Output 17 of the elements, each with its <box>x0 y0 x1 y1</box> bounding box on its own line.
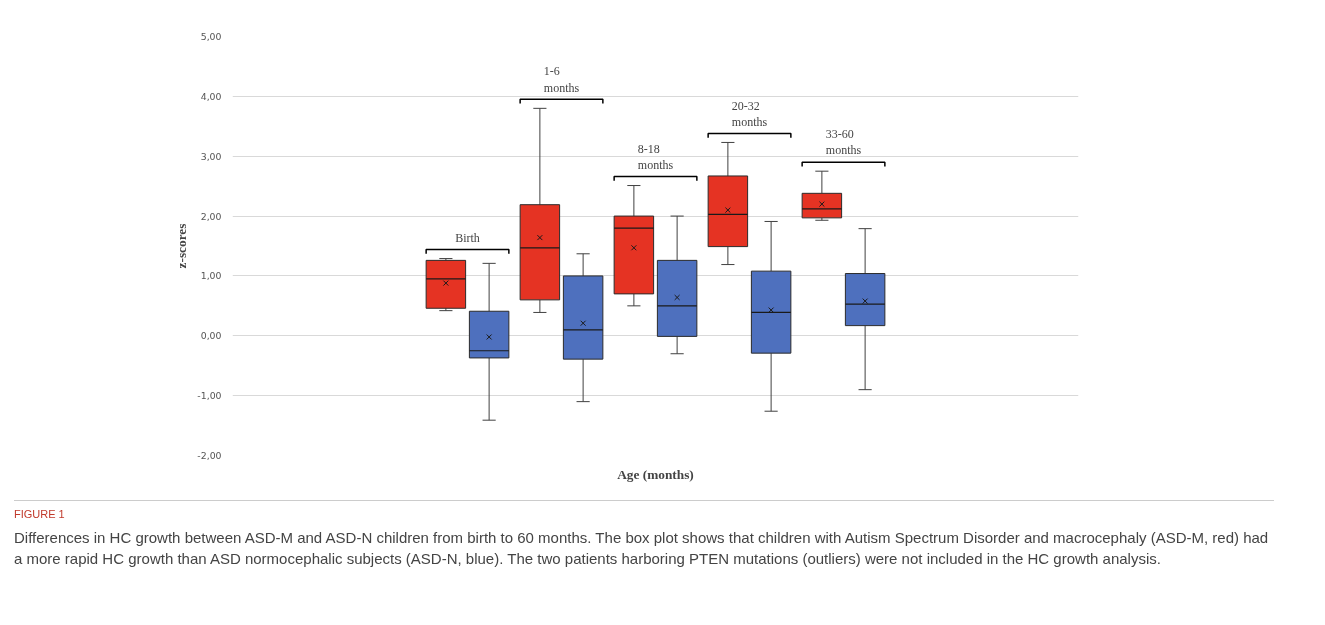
y-tick-label: 4,00 <box>200 90 222 102</box>
annotation: 8-18 months <box>637 141 674 172</box>
y-tick-label: 2,00 <box>200 210 222 222</box>
y-tick-label: -2,00 <box>197 450 222 461</box>
y-tick-label: 0,00 <box>200 330 222 342</box>
y-axis-title: z-scores <box>174 223 190 269</box>
caption: FIGURE 1 <box>14 507 66 522</box>
y-tick-label: -1,00 <box>197 390 222 402</box>
text: Differences in HC growth between ASD-M and ASD-N children from birth to 60 months. The box plot shows that children with Autism Spectrum Disorder and macrocephaly (ASD-M, red) had a more rapid HC growth than ASD normocephalic subjects (ASD-N, blue). The two patients harboring PTEN mutations (outliers) were not included in the HC growth analysis. <box>14 527 1270 570</box>
y-tick-label: 1,00 <box>200 270 222 282</box>
annotation: 20-32 months <box>731 98 768 129</box>
annotation: Birth <box>455 230 480 245</box>
y-tick-label: 3,00 <box>200 150 222 162</box>
y-tick-label: 5,00 <box>200 31 222 42</box>
annotation: 1-6 months <box>543 64 580 95</box>
annotation: 33-60 months <box>825 127 862 158</box>
x-axis-title: Age (months) <box>617 466 694 482</box>
